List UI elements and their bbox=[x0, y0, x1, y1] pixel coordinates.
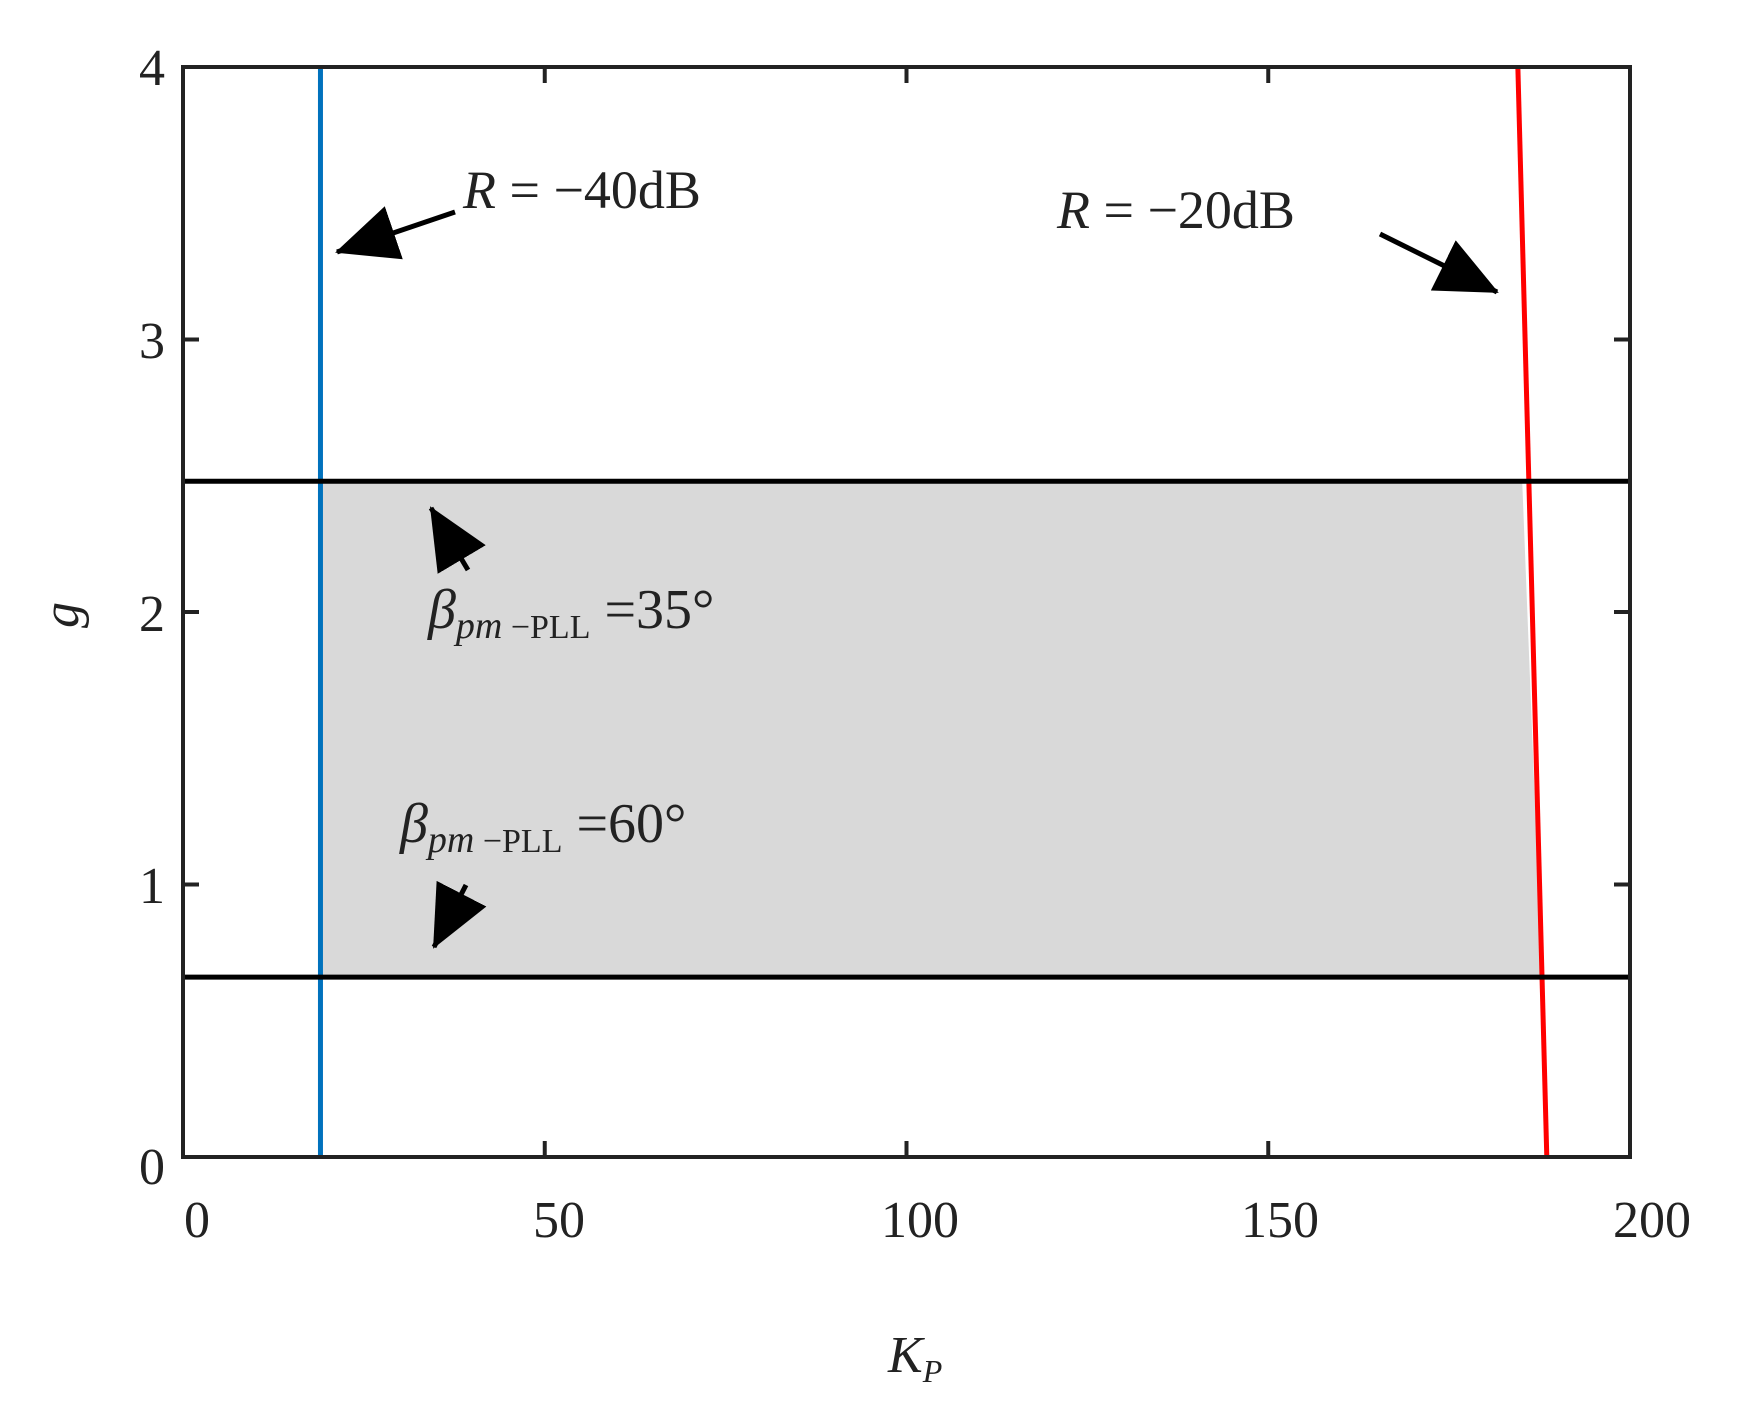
x-tick-label: 200 bbox=[1613, 1192, 1691, 1249]
y-tick-label: 2 bbox=[139, 586, 165, 643]
y-axis-label: g bbox=[33, 602, 90, 628]
annotation-r20: R = −20dB bbox=[1056, 180, 1295, 240]
x-tick-label: 100 bbox=[881, 1192, 959, 1249]
annotation-beta60: βpm −PLL =60° bbox=[399, 793, 686, 861]
tick-layer bbox=[181, 65, 1632, 1159]
annotation-arrow-r20 bbox=[1378, 231, 1499, 295]
y-tick-label: 1 bbox=[139, 858, 165, 915]
y-tick-label: 3 bbox=[139, 313, 165, 370]
y-tick-label: 0 bbox=[139, 1139, 165, 1196]
x-tick-label: 0 bbox=[184, 1192, 210, 1249]
annotation-beta35: βpm −PLL =35° bbox=[427, 579, 714, 647]
series-layer bbox=[183, 66, 1630, 1158]
x-axis-label-subscript: P bbox=[922, 1353, 943, 1389]
x-tick-label: 150 bbox=[1241, 1192, 1319, 1249]
annotation-arrow-beta35 bbox=[428, 506, 486, 574]
annotation-arrow-r40 bbox=[335, 206, 456, 260]
y-tick-label: 4 bbox=[139, 40, 165, 97]
x-tick-label: 50 bbox=[533, 1192, 585, 1249]
annotation-arrow-beta60 bbox=[431, 880, 487, 949]
x-axis-label: KP bbox=[887, 1327, 942, 1389]
feasible-region bbox=[320, 481, 1542, 978]
annotation-r40: R = −40dB bbox=[462, 160, 701, 220]
